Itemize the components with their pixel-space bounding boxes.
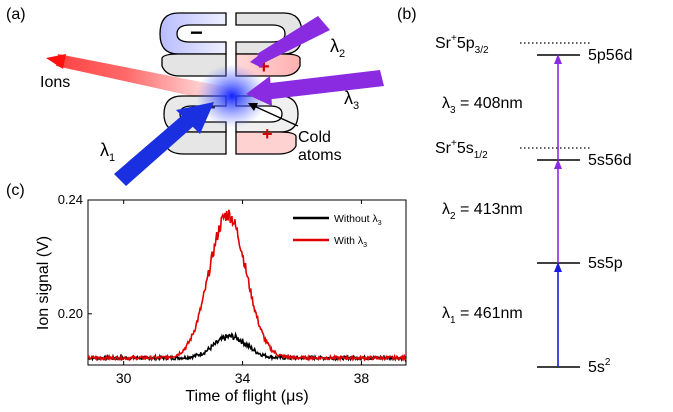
lambda1-label: λ1 bbox=[100, 140, 115, 164]
series-line-without-lambda3 bbox=[87, 331, 407, 363]
ion-beam bbox=[56, 54, 232, 104]
lambda3-label: λ3 bbox=[344, 88, 359, 112]
y-axis-label: Ion signal (V) bbox=[35, 236, 52, 330]
transition-1-arrowhead bbox=[554, 262, 562, 272]
cold-atoms-label-line2: atoms bbox=[298, 147, 342, 164]
lambda3-beam bbox=[262, 70, 384, 100]
panel-label-a: (a) bbox=[6, 6, 26, 23]
level-5s56d-label: 5s56d bbox=[588, 152, 632, 169]
x-tick-label: 34 bbox=[235, 370, 251, 386]
ion-arrowhead bbox=[46, 54, 66, 69]
lambda1-arrowhead bbox=[176, 102, 214, 134]
panel-label-c: (c) bbox=[6, 182, 25, 199]
lambda2-beam bbox=[257, 16, 330, 64]
x-tick-label: 30 bbox=[116, 370, 132, 386]
transition-2-arrowhead bbox=[554, 159, 562, 169]
lambda3-arrowhead bbox=[246, 76, 272, 106]
panel-label-b: (b) bbox=[397, 6, 417, 23]
ion-threshold-lower-label: Sr+5s1/2 bbox=[435, 138, 488, 161]
series-layer bbox=[87, 209, 407, 363]
lambda1-beam bbox=[114, 112, 196, 186]
top-electrode-ring: − + bbox=[159, 12, 303, 78]
top-minus-sign: − bbox=[190, 20, 203, 45]
transition-3-label: λ3 = 408nm bbox=[442, 95, 523, 116]
transition-2-label: λ2 = 413nm bbox=[442, 201, 523, 222]
y-tick-label: 0.20 bbox=[58, 306, 83, 321]
bottom-plus-sign: + bbox=[262, 124, 273, 144]
panel-b-level-diagram: Sr+5p3/2 Sr+5s1/2 5p56d 5s56d 5s5p 5s2 λ… bbox=[435, 33, 633, 376]
top-electrode-left-lower bbox=[161, 53, 227, 77]
cold-atoms-label-line1: Cold bbox=[298, 129, 331, 146]
panel-a-schematic: − + λ2 Ions − + λ3 λ1 bbox=[40, 12, 384, 186]
bottom-electrode-right-lower bbox=[235, 131, 297, 155]
level-5p56d-label: 5p56d bbox=[588, 47, 633, 64]
lambda2-label: λ2 bbox=[330, 36, 345, 60]
cold-atoms-pointer bbox=[253, 105, 299, 127]
legend: Without λ3 With λ3 bbox=[293, 213, 382, 249]
y-tick-label: 0.24 bbox=[58, 192, 83, 207]
top-electrode-left bbox=[159, 12, 227, 55]
series-line-with-lambda3 bbox=[87, 209, 407, 363]
lambda2-arrowhead bbox=[250, 48, 268, 68]
top-plus-sign: + bbox=[258, 56, 270, 78]
ion-threshold-upper-label: Sr+5p3/2 bbox=[435, 33, 489, 56]
panel-c-chart: 30 34 38 0.20 0.24 Ion signal (V) Time of fl… bbox=[35, 192, 407, 405]
cold-atom-cloud bbox=[196, 64, 268, 128]
x-tick-label: 38 bbox=[354, 370, 370, 386]
plot-area-frame bbox=[87, 199, 407, 366]
ions-label: Ions bbox=[40, 74, 70, 91]
legend-label-with: With λ3 bbox=[334, 235, 367, 249]
tick-layer: 30 34 38 0.20 0.24 bbox=[58, 192, 370, 386]
transition-1-label: λ1 = 461nm bbox=[442, 305, 523, 326]
transition-3-arrowhead bbox=[554, 54, 562, 64]
level-5s5p-label: 5s5p bbox=[588, 255, 623, 272]
x-axis-label: Time of flight (μs) bbox=[185, 388, 308, 405]
cold-atoms-pointer-head bbox=[248, 103, 258, 111]
legend-label-without: Without λ3 bbox=[334, 213, 382, 227]
level-ground-label: 5s2 bbox=[588, 357, 611, 376]
